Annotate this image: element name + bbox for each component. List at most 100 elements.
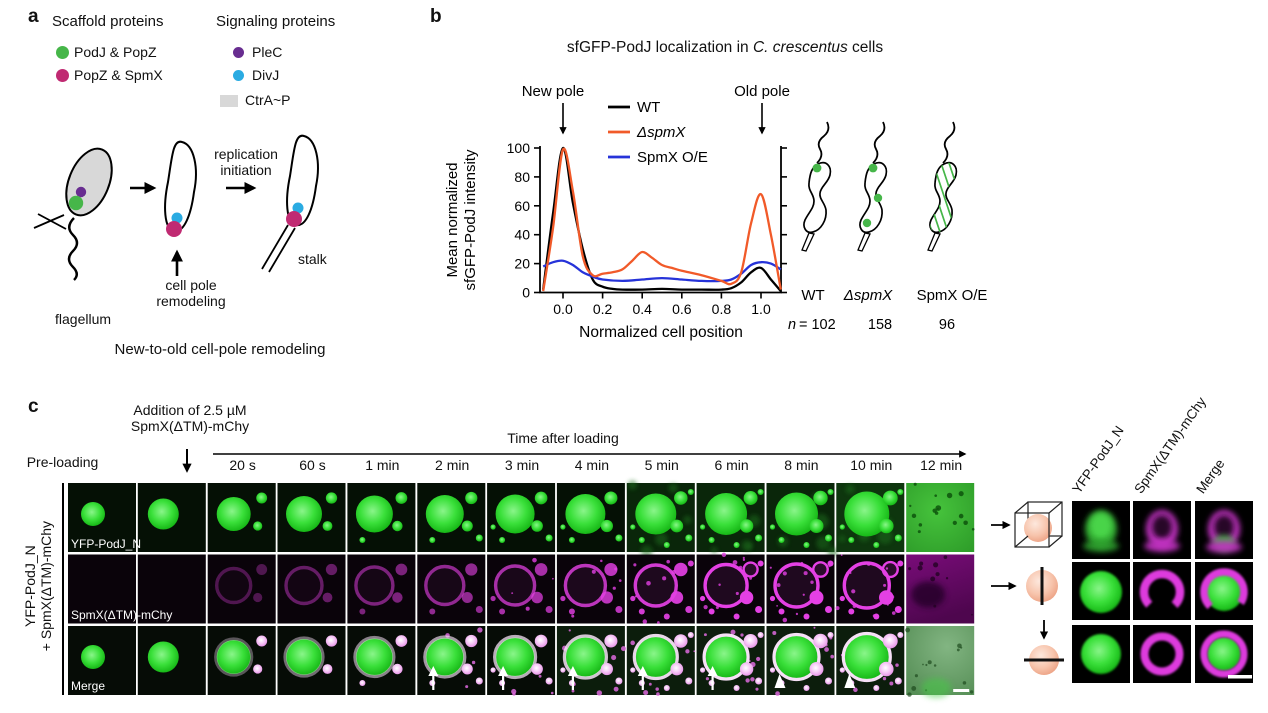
- panel-b-title: sfGFP-PodJ localization in C. crescentus…: [515, 39, 935, 57]
- time-label-4: 2 min: [435, 457, 470, 473]
- curves: [542, 146, 782, 292]
- stalk-icon: [927, 232, 941, 252]
- tile-row3-col7: [487, 626, 556, 696]
- popz-spmx-dot: [166, 221, 182, 237]
- n-value-oe: 96: [939, 317, 955, 333]
- tile-row2-col2: [137, 554, 206, 624]
- pili-lines: [33, 213, 67, 230]
- y-axis-title-line1: Mean normalized: [444, 162, 461, 277]
- podj-localization-chart: 0 20 40 60 80 100 0.0 0.2 0.4 0.6 0.8 1.0 WT ΔspmX Spm…: [444, 83, 790, 341]
- time-label-6: 4 min: [574, 457, 609, 473]
- tile-row3-col4: [277, 626, 346, 695]
- gray-box-swatch: [220, 95, 238, 107]
- tile-row2-col13: [906, 554, 975, 624]
- series-SpmX O/E: [542, 259, 782, 283]
- render-3d-spmx: [1133, 501, 1191, 559]
- slice-top-yfp: [1072, 625, 1130, 683]
- schematic-label-wt: WT: [801, 287, 824, 304]
- schematic-label-dspmx: ΔspmX: [843, 287, 893, 304]
- signaling-item-1: PleC: [252, 44, 283, 60]
- popz-spmx-dot-2: [286, 211, 302, 227]
- series-WT: [542, 146, 782, 292]
- divj-dot: [171, 212, 183, 224]
- group-label-line1: YFP-PodJ_N: [21, 545, 38, 627]
- n-value-wt: = 102: [799, 317, 836, 333]
- localization-schematics: WT ΔspmX SpmX O/E n = 102 158 96: [788, 121, 987, 333]
- time-label-2: 60 s: [299, 457, 326, 473]
- chart-dynamic: 0 20 40 60 80 100 0.0 0.2 0.4 0.6 0.8 1.0 WT ΔspmX Spm…: [507, 99, 787, 317]
- y-tick-label: 60: [514, 198, 530, 214]
- schematic-spmx-oe: [927, 121, 958, 252]
- legend-label-0: WT: [637, 99, 660, 116]
- panel-c-header-art: [62, 449, 967, 695]
- podj-popz-dot: [68, 195, 84, 211]
- sphere-horizontal-slice-icon: [1024, 645, 1064, 675]
- cell-pole-remodeling-label: cell pole remodeling: [156, 277, 226, 310]
- scaffold-legend-title: Scaffold proteins: [52, 13, 164, 30]
- n-symbol: n: [788, 317, 796, 333]
- title-post: cells: [847, 39, 884, 56]
- plec-dot: [75, 186, 87, 198]
- panel-a-caption: New-to-old cell-pole remodeling: [114, 341, 326, 358]
- row-label-spmx: SpmX(ΔTM)-mChy: [71, 608, 173, 622]
- timelapse-strip: [68, 480, 975, 698]
- cyan-dot-swatch: [233, 70, 244, 81]
- flagellum-icon: [816, 121, 830, 164]
- tile-row3-col8: [556, 626, 626, 696]
- y-tick-label: 100: [507, 140, 531, 156]
- old-pole-label: Old pole: [734, 83, 790, 100]
- tile-row1-col1: [68, 483, 136, 552]
- tile-row1-col10: [696, 483, 765, 554]
- x-tick-label: 1.0: [751, 301, 771, 317]
- stalk-icon: [801, 232, 815, 252]
- cube-sphere-icon: [1014, 501, 1063, 548]
- tile-row1-col6: [417, 483, 486, 552]
- sphere-vertical-slice-icon: [1026, 567, 1058, 605]
- tile-row1-col12: [836, 483, 905, 552]
- green-dot-swatch: [56, 46, 69, 59]
- title-species: C. crescentus: [752, 39, 848, 56]
- schematic-wt: [801, 121, 832, 252]
- time-label-11: 12 min: [920, 457, 963, 473]
- reconstruction-grid: [991, 501, 1253, 683]
- row-label-yfp: YFP-PodJ_N: [71, 537, 142, 551]
- merge-arrow-head: [428, 666, 439, 676]
- render-3d-merge: [1195, 501, 1253, 559]
- stalk-icon: [857, 232, 871, 252]
- tile-row1-col8: [556, 483, 625, 552]
- slice-top-merge: [1195, 625, 1253, 683]
- slice-side-yfp: [1072, 562, 1130, 620]
- slice-side-merge: [1195, 562, 1253, 620]
- title-pre: sfGFP-PodJ localization in: [566, 39, 753, 56]
- divj-dot-2: [292, 202, 304, 214]
- time-label-8: 6 min: [714, 457, 749, 473]
- x-tick-label: 0.4: [632, 301, 652, 317]
- tile-row1-col11: [766, 483, 838, 558]
- tile-row2-col9: [626, 554, 695, 624]
- tile-row3-col11: [766, 626, 835, 696]
- signaling-item-3: CtrA~P: [245, 92, 291, 108]
- signaling-item-2: DivJ: [252, 67, 280, 83]
- panel-b-label: b: [430, 6, 442, 27]
- addition-line2: SpmX(ΔTM)-mChy: [130, 418, 250, 435]
- tile-row2-col4: [277, 554, 346, 624]
- group-label-line2: + SpmX(ΔTM)-mChy: [38, 520, 54, 652]
- panel-c-label: c: [28, 396, 39, 417]
- tile-row2-col10: [696, 552, 765, 624]
- y-tick-label: 0: [522, 285, 530, 301]
- schematic-dspmx: [857, 121, 888, 252]
- tile-row3-col13: [905, 626, 975, 698]
- strip-group-label: YFP-PodJ_N + SpmX(ΔTM)-mChy: [22, 471, 54, 701]
- x-axis-title: Normalized cell position: [579, 324, 743, 341]
- series-ΔspmX: [542, 147, 782, 292]
- panel-a-label: a: [28, 6, 39, 27]
- tile-row1-col13: [906, 482, 975, 552]
- cell-cycle-diagram: [33, 134, 319, 281]
- slice-top-spmx: [1133, 625, 1191, 683]
- time-label-7: 5 min: [644, 457, 679, 473]
- time-label-5: 3 min: [504, 457, 540, 473]
- flagellum-line: [67, 217, 79, 281]
- tile-row2-col7: [487, 554, 556, 624]
- tile-row2-col3: [207, 554, 276, 624]
